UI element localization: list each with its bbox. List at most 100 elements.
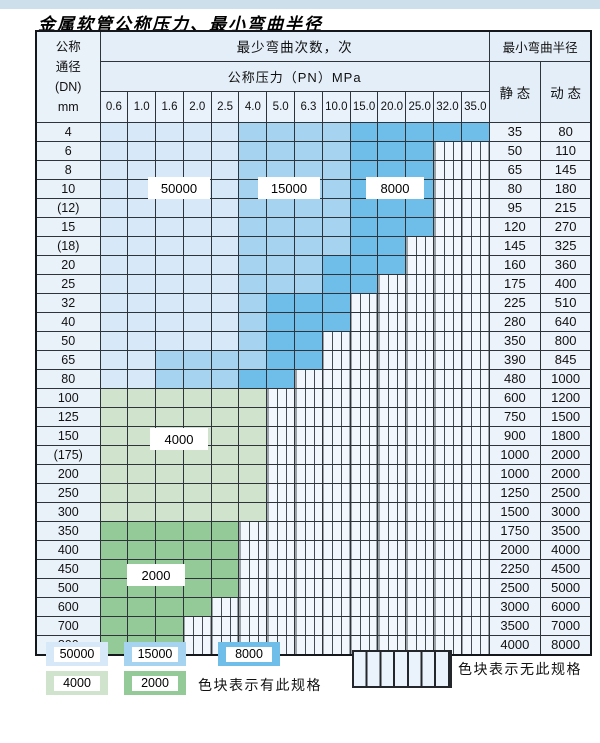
no-spec-cell: [349, 311, 379, 332]
no-spec-cell: [349, 444, 379, 465]
no-spec-cell: [266, 387, 296, 408]
zone-label-4000: 4000: [150, 428, 208, 450]
spec-cell-8000: [405, 121, 435, 142]
no-spec-cell: [405, 387, 435, 408]
legend-hatch-box: [352, 650, 452, 688]
no-spec-cell: [349, 482, 379, 503]
zone-label-15000: 15000: [258, 177, 320, 199]
dynamic-radius-cell: 215: [539, 197, 592, 218]
spec-cell-50000: [99, 235, 129, 256]
dynamic-radius-cell: 1000: [539, 368, 592, 389]
spec-cell-8000: [433, 121, 462, 142]
no-spec-cell: [433, 558, 462, 579]
dn-cell: (12): [35, 197, 101, 218]
no-spec-cell: [321, 330, 351, 351]
no-spec-cell: [405, 292, 435, 313]
spec-cell-50000: [155, 292, 184, 313]
no-spec-cell: [377, 387, 407, 408]
no-spec-cell: [182, 634, 212, 655]
no-spec-cell: [460, 634, 490, 655]
no-spec-cell: [321, 596, 351, 617]
no-spec-cell: [377, 558, 407, 579]
static-radius-cell: 750: [488, 406, 541, 427]
legend-swatch-50000: 50000: [46, 642, 108, 666]
spec-cell-50000: [155, 330, 184, 351]
no-spec-cell: [266, 539, 296, 560]
dynamic-radius-cell: 640: [539, 311, 592, 332]
no-spec-cell: [405, 330, 435, 351]
table-row: 32 225 510: [35, 292, 592, 313]
no-spec-cell: [405, 368, 435, 389]
spec-cell-4000: [182, 463, 212, 484]
spec-cell-15000: [266, 216, 296, 237]
no-spec-cell: [405, 444, 435, 465]
spec-cell-50000: [210, 273, 240, 294]
no-spec-cell: [460, 140, 490, 161]
spec-cell-2000: [210, 520, 240, 541]
no-spec-cell: [433, 311, 462, 332]
dynamic-radius-cell: 6000: [539, 596, 592, 617]
no-spec-cell: [405, 254, 435, 275]
no-spec-cell: [266, 444, 296, 465]
spec-cell-2000: [155, 520, 184, 541]
static-radius-cell: 350: [488, 330, 541, 351]
no-spec-cell: [349, 368, 379, 389]
spec-cell-2000: [182, 520, 212, 541]
table-row: 600 3000 6000: [35, 596, 592, 617]
spec-cell-50000: [210, 292, 240, 313]
no-spec-cell: [460, 159, 490, 180]
spec-cell-8000: [349, 254, 379, 275]
static-radius-cell: 2250: [488, 558, 541, 579]
dynamic-radius-cell: 800: [539, 330, 592, 351]
no-spec-cell: [377, 501, 407, 522]
no-spec-cell: [460, 387, 490, 408]
static-radius-cell: 95: [488, 197, 541, 218]
no-spec-cell: [349, 520, 379, 541]
spec-cell-15000: [238, 254, 268, 275]
spec-cell-4000: [155, 463, 184, 484]
spec-cell-4000: [99, 406, 129, 427]
spec-cell-50000: [182, 216, 212, 237]
no-spec-cell: [405, 577, 435, 598]
dn-cell: 100: [35, 387, 101, 408]
spec-cell-50000: [99, 349, 129, 370]
pressure-col-header: 6.3: [294, 90, 323, 123]
no-spec-cell: [405, 235, 435, 256]
pressure-col-header: 1.0: [127, 90, 157, 123]
no-spec-cell: [460, 235, 490, 256]
table-row: 50 350 800: [35, 330, 592, 351]
no-spec-cell: [433, 406, 462, 427]
no-spec-cell: [405, 596, 435, 617]
dynamic-radius-cell: 80: [539, 121, 592, 142]
spec-cell-8000: [405, 140, 435, 161]
no-spec-cell: [321, 634, 351, 655]
spec-cell-15000: [182, 349, 212, 370]
no-spec-cell: [377, 292, 407, 313]
no-spec-cell: [433, 178, 462, 199]
table-row: (12) 95 215: [35, 197, 592, 218]
no-spec-cell: [349, 292, 379, 313]
no-spec-cell: [405, 463, 435, 484]
table-row: 4 35 80: [35, 121, 592, 142]
spec-cell-50000: [155, 235, 184, 256]
no-spec-cell: [294, 539, 323, 560]
table-row: 100 600 1200: [35, 387, 592, 408]
dn-cell: (18): [35, 235, 101, 256]
spec-cell-4000: [238, 425, 268, 446]
dn-cell: 20: [35, 254, 101, 275]
no-spec-cell: [349, 596, 379, 617]
spec-cell-8000: [266, 292, 296, 313]
spec-cell-50000: [99, 197, 129, 218]
spec-cell-4000: [99, 425, 129, 446]
spec-cell-2000: [155, 615, 184, 636]
nominal-pressure-header: 公称压力（PN）MPa: [99, 60, 490, 92]
spec-cell-15000: [266, 235, 296, 256]
no-spec-cell: [294, 425, 323, 446]
spec-cell-50000: [127, 216, 157, 237]
table-row: 20 160 360: [35, 254, 592, 275]
spec-cell-8000: [349, 273, 379, 294]
table-row: 80040008000: [35, 634, 592, 655]
dynamic-radius-cell: 180: [539, 178, 592, 199]
static-radius-cell: 3000: [488, 596, 541, 617]
spec-cell-50000: [155, 254, 184, 275]
